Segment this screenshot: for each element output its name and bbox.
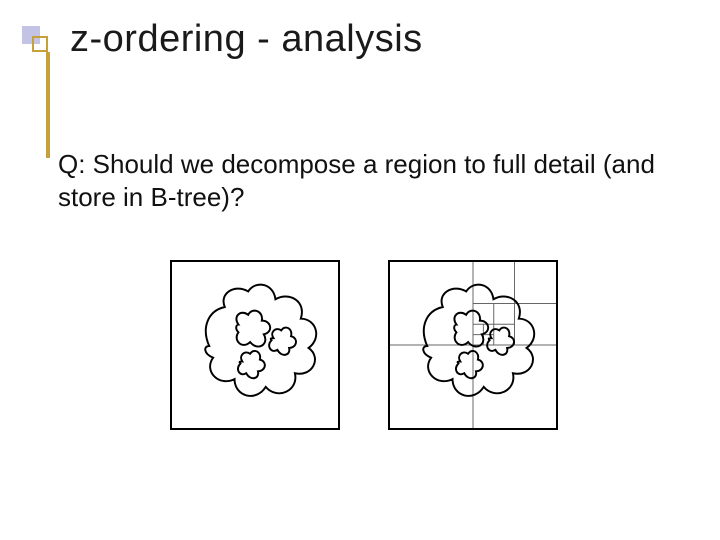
figure-left-region-plain (170, 260, 340, 430)
title-row: z-ordering - analysis (22, 18, 423, 61)
slide-title: z-ordering - analysis (70, 18, 423, 61)
blob-shape-icon (180, 270, 330, 420)
slide-body-text: Q: Should we decompose a region to full … (58, 148, 680, 213)
figure-right-region-quadtree (388, 260, 558, 430)
slide-container: z-ordering - analysis Q: Should we decom… (0, 0, 720, 540)
decor-square-outline (32, 36, 48, 52)
blob-shape-icon (398, 270, 548, 420)
figure-row (170, 260, 558, 430)
title-bullet-decor (22, 26, 52, 60)
decor-vertical-bar (46, 52, 50, 158)
